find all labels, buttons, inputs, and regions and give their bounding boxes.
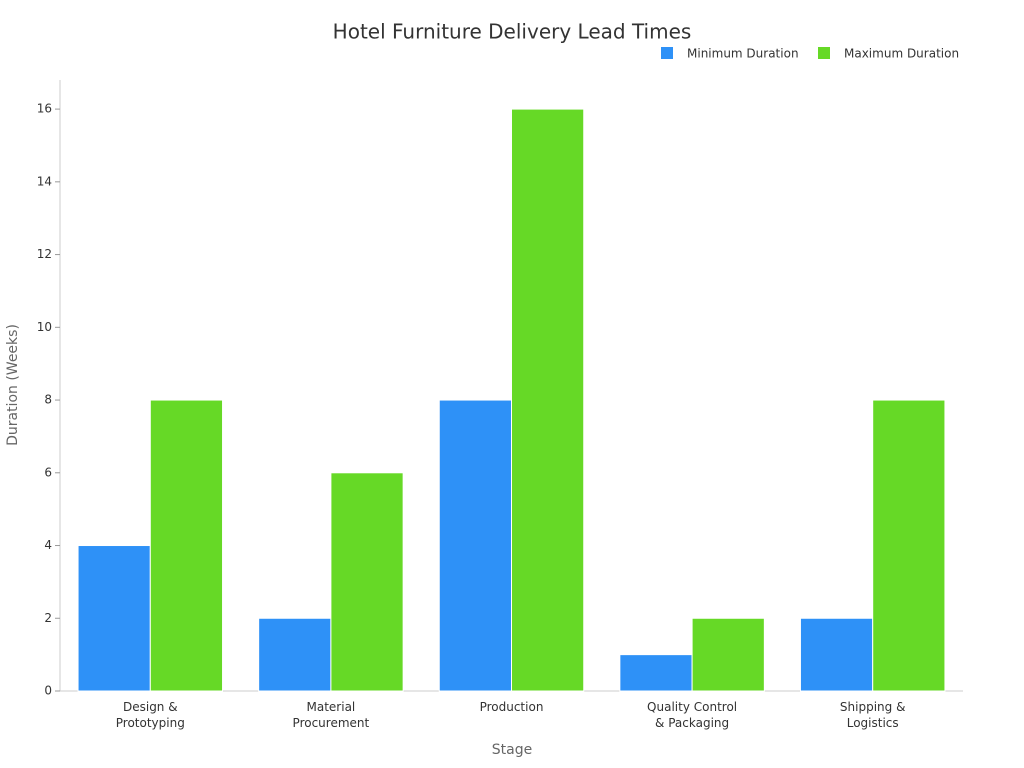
y-tick-label: 10 <box>37 320 52 334</box>
bar <box>77 545 151 692</box>
legend-label: Minimum Duration <box>687 47 799 61</box>
y-tick-label: 14 <box>37 174 52 188</box>
y-axis-label: Duration (Weeks) <box>5 324 21 446</box>
legend-swatch <box>661 47 673 59</box>
y-tick-label: 6 <box>44 465 52 479</box>
bar <box>619 654 693 692</box>
bar <box>258 617 332 692</box>
y-tick-label: 4 <box>44 538 52 552</box>
y-tick-label: 0 <box>44 684 52 698</box>
y-tick-label: 8 <box>44 393 52 407</box>
x-tick-label: Quality Control & Packaging <box>647 700 737 730</box>
bar <box>330 472 404 692</box>
bar <box>149 399 224 692</box>
y-tick-label: 2 <box>44 611 52 625</box>
x-tick-label: Shipping & Logistics <box>840 700 906 730</box>
chart-title: Hotel Furniture Delivery Lead Times <box>333 20 692 44</box>
bar <box>799 617 874 692</box>
y-tick-label: 16 <box>37 102 52 116</box>
legend-swatch <box>818 47 830 59</box>
bar <box>872 399 946 692</box>
x-tick-label: Material Procurement <box>293 700 370 730</box>
bar <box>691 617 765 692</box>
x-tick-label: Design & Prototyping <box>116 700 185 730</box>
legend-label: Maximum Duration <box>844 47 959 61</box>
bar <box>511 108 585 692</box>
bar <box>438 399 513 692</box>
x-tick-label: Production <box>480 700 544 714</box>
y-tick-label: 12 <box>37 247 52 261</box>
x-axis-label: Stage <box>492 742 532 758</box>
